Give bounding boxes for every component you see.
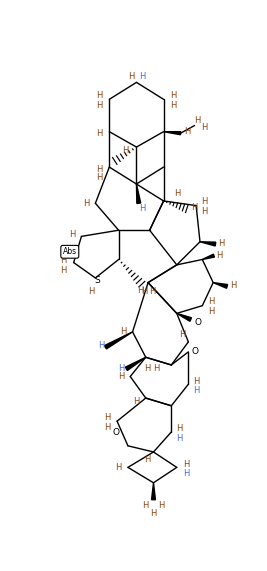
Text: H: H	[128, 73, 134, 82]
Text: H: H	[105, 413, 111, 422]
Text: H: H	[191, 203, 198, 212]
Text: H: H	[69, 230, 75, 239]
Text: H: H	[98, 341, 105, 350]
Text: H: H	[216, 251, 223, 260]
Polygon shape	[152, 482, 155, 500]
Text: H: H	[201, 207, 207, 216]
Text: H: H	[179, 329, 185, 339]
Text: H: H	[158, 501, 164, 510]
Polygon shape	[213, 283, 228, 288]
Text: H: H	[144, 455, 151, 464]
Polygon shape	[104, 332, 133, 349]
Text: H: H	[154, 364, 160, 372]
Text: H: H	[115, 463, 122, 472]
Text: H: H	[122, 146, 129, 155]
Text: H: H	[60, 266, 66, 275]
Text: H: H	[144, 364, 151, 372]
Text: H: H	[183, 469, 189, 478]
Text: H: H	[174, 189, 181, 198]
Text: H: H	[230, 281, 237, 290]
Text: H: H	[120, 327, 127, 336]
Text: H: H	[176, 424, 182, 433]
Polygon shape	[164, 132, 181, 135]
Text: H: H	[96, 91, 103, 100]
Text: H: H	[139, 204, 146, 213]
Text: H: H	[88, 287, 95, 296]
Text: Abs: Abs	[63, 247, 77, 256]
Text: H: H	[118, 372, 124, 381]
Text: H: H	[137, 286, 144, 295]
Text: H: H	[183, 460, 189, 469]
Text: H: H	[150, 509, 157, 518]
Text: H: H	[176, 433, 182, 443]
Text: H: H	[143, 501, 149, 510]
Text: H: H	[105, 423, 111, 432]
Text: H: H	[83, 199, 89, 208]
Text: H: H	[193, 386, 199, 395]
Text: H: H	[141, 287, 147, 296]
Text: H: H	[96, 130, 103, 139]
Text: O: O	[191, 347, 198, 356]
Polygon shape	[125, 357, 146, 371]
Polygon shape	[200, 242, 216, 246]
Text: H: H	[201, 123, 207, 131]
Text: H: H	[170, 101, 176, 110]
Text: S: S	[94, 276, 100, 285]
Text: H: H	[209, 307, 215, 316]
Text: H: H	[139, 73, 145, 82]
Text: H: H	[209, 297, 215, 306]
Text: H: H	[96, 165, 103, 174]
Text: O: O	[112, 428, 119, 437]
Text: H: H	[118, 364, 124, 372]
Text: H: H	[96, 101, 103, 110]
Text: H: H	[201, 197, 207, 206]
Polygon shape	[177, 313, 191, 321]
Text: H: H	[96, 174, 103, 182]
Text: H: H	[184, 127, 190, 136]
Text: H: H	[218, 239, 225, 248]
Text: H: H	[60, 256, 66, 265]
Polygon shape	[202, 254, 214, 259]
Text: H: H	[194, 116, 201, 126]
Text: H: H	[193, 377, 199, 385]
Text: H: H	[133, 397, 140, 407]
Text: H: H	[149, 287, 155, 296]
Text: H: H	[170, 91, 176, 100]
Polygon shape	[136, 184, 141, 203]
Text: O: O	[195, 318, 202, 327]
